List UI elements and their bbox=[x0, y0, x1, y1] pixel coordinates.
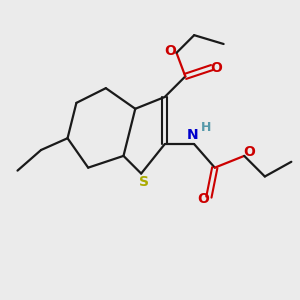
Text: H: H bbox=[201, 122, 212, 134]
Text: S: S bbox=[139, 175, 149, 189]
Text: O: O bbox=[244, 146, 256, 159]
Text: O: O bbox=[165, 44, 176, 58]
Text: O: O bbox=[198, 193, 209, 206]
Text: N: N bbox=[187, 128, 199, 142]
Text: O: O bbox=[210, 61, 222, 75]
